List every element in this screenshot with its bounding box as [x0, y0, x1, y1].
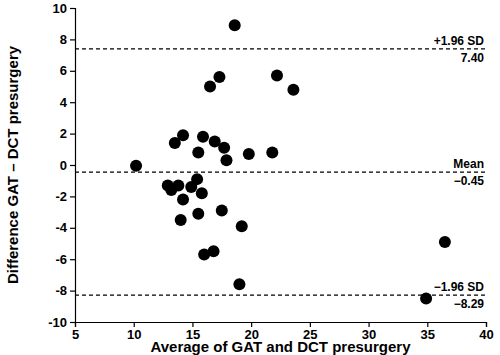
y-axis-title: Difference GAT – DCT presurgery [4, 45, 21, 284]
y-tick-mark [70, 259, 75, 260]
y-tick: 6 [60, 63, 75, 78]
y-tick-label: 4 [60, 95, 68, 110]
marks [75, 19, 486, 304]
x-tick-label: 40 [479, 327, 493, 342]
x-tick-label: 35 [421, 327, 435, 342]
point [216, 205, 228, 217]
y-tick-mark [70, 39, 75, 40]
chart: 510152025303540-10-8-6-4-20246810+1.96 S… [0, 0, 500, 355]
point [130, 160, 142, 172]
y-tick-mark [70, 228, 75, 229]
point [229, 19, 241, 31]
y-tick: 4 [60, 95, 75, 110]
point [271, 70, 283, 82]
point [218, 142, 230, 154]
y-tick: -10 [48, 315, 75, 330]
point [192, 208, 204, 220]
y-tick-label: 2 [60, 126, 67, 141]
x-tick-label: 10 [127, 327, 141, 342]
reference-label: Mean [453, 157, 484, 171]
y-axis: -10 -8 -6 -4 -2 0 2 4 6 8 10 [48, 1, 75, 330]
x-tick: 5 [72, 322, 79, 342]
y-tick-mark [70, 291, 75, 292]
point [177, 194, 189, 206]
point [243, 148, 255, 160]
y-tick: -8 [55, 283, 75, 298]
y-tick-label: -4 [55, 220, 67, 235]
point [175, 214, 187, 226]
point [192, 146, 204, 158]
y-tick-mark [70, 134, 75, 135]
point [208, 245, 220, 257]
reference-label: +1.96 SD [434, 34, 485, 48]
reference-label: −1.96 SD [434, 280, 485, 294]
y-tick-mark [70, 71, 75, 72]
point [213, 71, 225, 83]
x-tick: 10 [127, 322, 141, 342]
x-tick: 40 [479, 322, 493, 342]
point [287, 84, 299, 96]
y-tick: 8 [60, 32, 75, 47]
y-tick-mark [70, 165, 75, 166]
y-tick: -4 [55, 220, 75, 235]
y-tick-mark [70, 196, 75, 197]
point [233, 278, 245, 290]
reference-value: −8.29 [454, 297, 485, 311]
x-tick: 35 [421, 322, 435, 342]
point [266, 146, 278, 158]
reference-line [75, 48, 486, 49]
reference-value: −0.45 [454, 174, 485, 188]
point [439, 236, 451, 248]
reference-value: 7.40 [461, 51, 485, 65]
point [220, 154, 232, 166]
y-tick-label: -10 [48, 315, 67, 330]
y-tick-label: 8 [60, 32, 67, 47]
point [197, 131, 209, 143]
plot: 510152025303540-10-8-6-4-20246810+1.96 S… [48, 1, 494, 343]
point [196, 187, 208, 199]
y-tick: 0 [60, 158, 75, 173]
y-tick: -6 [55, 252, 75, 267]
y-tick-label: 0 [60, 158, 67, 173]
point [177, 129, 189, 141]
y-tick-label: -8 [55, 283, 67, 298]
point [172, 179, 184, 191]
y-tick-mark [70, 322, 75, 323]
y-tick-label: -6 [55, 252, 67, 267]
point [191, 173, 203, 185]
point [420, 292, 432, 304]
y-tick: 2 [60, 126, 75, 141]
axis-line [70, 9, 76, 323]
y-tick-label: -2 [55, 189, 67, 204]
y-tick: -2 [55, 189, 75, 204]
y-tick-label: 6 [60, 63, 67, 78]
x-tick-label: 5 [72, 327, 79, 342]
y-tick-mark [70, 102, 75, 103]
point [204, 81, 216, 93]
y-tick-label: 10 [53, 1, 67, 16]
x-axis-title: Average of GAT and DCT presurgery [150, 338, 411, 355]
point [236, 220, 248, 232]
y-tick-mark [70, 8, 75, 9]
y-tick: 10 [53, 1, 75, 16]
